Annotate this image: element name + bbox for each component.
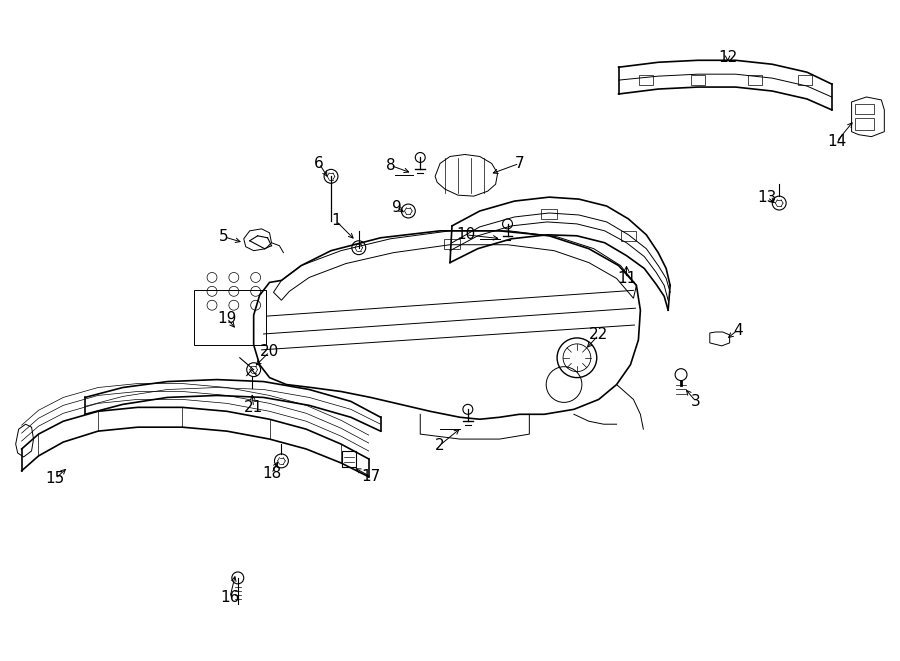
Text: 13: 13 [758, 190, 777, 205]
Text: 20: 20 [260, 344, 279, 360]
Text: 7: 7 [515, 156, 524, 171]
Text: 9: 9 [392, 200, 401, 215]
Text: 6: 6 [314, 156, 324, 171]
Text: 5: 5 [219, 229, 229, 245]
Text: 19: 19 [217, 311, 237, 326]
Text: 3: 3 [691, 394, 701, 409]
Text: 10: 10 [456, 227, 475, 243]
Text: 17: 17 [361, 469, 381, 485]
Text: 4: 4 [733, 323, 742, 338]
Text: 11: 11 [616, 271, 636, 286]
Text: 18: 18 [262, 466, 281, 481]
Text: 16: 16 [220, 590, 239, 605]
Text: 8: 8 [386, 158, 395, 173]
Text: 21: 21 [244, 400, 264, 415]
Text: 22: 22 [590, 327, 608, 342]
Text: 14: 14 [827, 134, 846, 149]
Text: 12: 12 [718, 50, 737, 65]
Text: 2: 2 [436, 438, 445, 453]
Text: 1: 1 [331, 214, 341, 229]
Text: 15: 15 [46, 471, 65, 486]
